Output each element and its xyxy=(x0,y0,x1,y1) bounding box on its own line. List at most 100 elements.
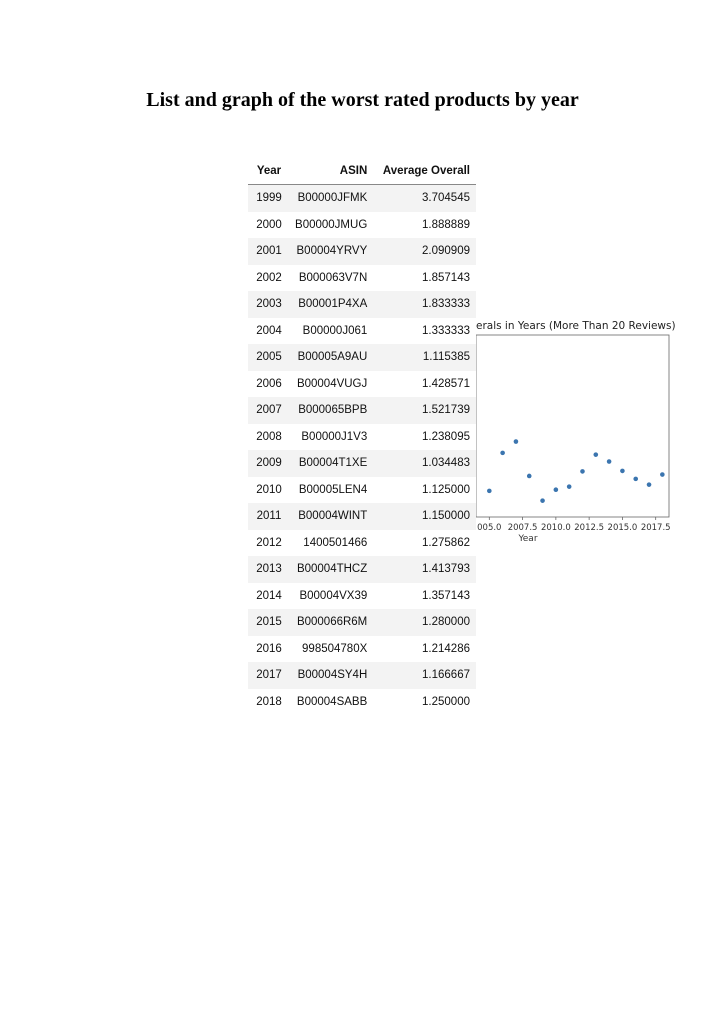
scatter-point xyxy=(620,468,625,474)
table-row: 2016 998504780X 1.214286 xyxy=(248,635,476,662)
cell-average-overall: 1.280000 xyxy=(373,609,476,636)
cell-asin: B000063V7N xyxy=(286,264,374,291)
x-tick-label: 2010.0 xyxy=(541,523,571,533)
cell-year: 1999 xyxy=(248,184,286,212)
cell-average-overall: 1.413793 xyxy=(373,556,476,583)
scatter-point xyxy=(553,487,559,492)
cell-year: 2011 xyxy=(248,503,286,530)
cell-asin: B00004WINT xyxy=(286,503,374,530)
cell-average-overall: 1.357143 xyxy=(373,582,476,609)
chart-title: erals in Years (More Than 20 Reviews) xyxy=(476,320,675,332)
page-title: List and graph of the worst rated produc… xyxy=(146,89,579,111)
x-tick-label: 005.0 xyxy=(477,523,501,533)
cell-average-overall: 1.521739 xyxy=(373,397,476,424)
cell-asin: B00004VX39 xyxy=(286,582,374,609)
cell-average-overall: 1.857143 xyxy=(373,264,476,291)
cell-average-overall: 1.125000 xyxy=(373,476,476,503)
cell-average-overall: 1.833333 xyxy=(373,291,476,318)
table-row: 2008 B00000J1V3 1.238095 xyxy=(248,423,476,450)
table-row: 2012 1400501466 1.275862 xyxy=(248,529,476,556)
table-row: 2014 B00004VX39 1.357143 xyxy=(248,582,476,609)
cell-average-overall: 1.238095 xyxy=(373,423,476,450)
cell-year: 2009 xyxy=(248,450,286,477)
cell-year: 2015 xyxy=(248,609,286,636)
cell-year: 2014 xyxy=(248,582,286,609)
cell-asin: B000065BPB xyxy=(286,397,374,424)
table-row: 2015 B000066R6M 1.280000 xyxy=(248,609,476,636)
table-row: 2001 B00004YRVY 2.090909 xyxy=(248,238,476,265)
cell-average-overall: 3.704545 xyxy=(373,184,476,212)
cell-year: 2012 xyxy=(248,529,286,556)
cell-average-overall: 1.888889 xyxy=(373,211,476,238)
cell-year: 2004 xyxy=(248,317,286,344)
x-tick-label: 2007.5 xyxy=(508,523,538,533)
cell-average-overall: 1.333333 xyxy=(373,317,476,344)
cell-average-overall: 1.166667 xyxy=(373,662,476,689)
cell-year: 2002 xyxy=(248,264,286,291)
cell-asin: B00004VUGJ xyxy=(286,370,374,397)
cell-asin: B00004T1XE xyxy=(286,450,374,477)
cell-year: 2003 xyxy=(248,291,286,318)
cell-average-overall: 1.214286 xyxy=(373,635,476,662)
scatter-chart: erals in Years (More Than 20 Reviews) 00… xyxy=(475,320,675,544)
table-row: 2000 B00000JMUG 1.888889 xyxy=(248,211,476,238)
cell-asin: 1400501466 xyxy=(286,529,374,556)
cell-year: 2000 xyxy=(248,211,286,238)
x-tick-label: 2012.5 xyxy=(574,523,604,533)
table-header-row: Year ASIN Average Overall xyxy=(248,158,476,185)
scatter-points xyxy=(487,439,665,503)
scatter-point xyxy=(580,469,585,474)
cell-asin: 998504780X xyxy=(286,635,374,662)
table-row: 2002 B000063V7N 1.857143 xyxy=(248,264,476,291)
cell-asin: B00000JMUG xyxy=(286,211,374,238)
cell-asin: B00004THCZ xyxy=(286,556,374,583)
cell-asin: B00005A9AU xyxy=(286,344,374,371)
plot-area xyxy=(475,334,670,518)
cell-asin: B00000JFMK xyxy=(286,184,374,212)
cell-asin: B00000J1V3 xyxy=(286,423,374,450)
cell-year: 2001 xyxy=(248,238,286,265)
column-header-asin: ASIN xyxy=(286,158,374,185)
scatter-point xyxy=(593,452,599,457)
table-row: 2018 B00004SABB 1.250000 xyxy=(248,688,476,715)
cell-year: 2007 xyxy=(248,397,286,424)
column-header-average-overall: Average Overall xyxy=(373,158,476,185)
table-row: 2006 B00004VUGJ 1.428571 xyxy=(248,370,476,397)
table-row: 2003 B00001P4XA 1.833333 xyxy=(248,291,476,318)
scatter-point xyxy=(513,439,519,444)
scatter-point xyxy=(540,498,545,503)
table-row: 2010 B00005LEN4 1.125000 xyxy=(248,476,476,503)
x-tick-label: 2015.0 xyxy=(608,523,638,533)
cell-asin: B00005LEN4 xyxy=(286,476,374,503)
cell-asin: B00004YRVY xyxy=(286,238,374,265)
x-axis-label: Year xyxy=(517,534,537,544)
cell-year: 2018 xyxy=(248,688,286,715)
cell-year: 2006 xyxy=(248,370,286,397)
cell-year: 2017 xyxy=(248,662,286,689)
cell-asin: B000066R6M xyxy=(286,609,374,636)
scatter-point xyxy=(487,488,492,494)
cell-year: 2005 xyxy=(248,344,286,371)
x-tick-group: 005.0 2007.5 2010.0 2012.5 2015.0 2017.5 xyxy=(477,517,671,533)
table-row: 2004 B00000J061 1.333333 xyxy=(248,317,476,344)
cell-asin: B00004SY4H xyxy=(286,662,374,689)
cell-year: 2008 xyxy=(248,423,286,450)
cell-average-overall: 1.115385 xyxy=(373,344,476,371)
table-row: 2005 B00005A9AU 1.115385 xyxy=(248,344,476,371)
table-row: 1999 B00000JFMK 3.704545 xyxy=(248,184,476,212)
scatter-point xyxy=(633,476,639,482)
scatter-point xyxy=(566,484,572,489)
table-row: 2013 B00004THCZ 1.413793 xyxy=(248,556,476,583)
table-row: 2009 B00004T1XE 1.034483 xyxy=(248,450,476,477)
cell-average-overall: 1.250000 xyxy=(373,688,476,715)
cell-average-overall: 1.275862 xyxy=(373,529,476,556)
cell-year: 2013 xyxy=(248,556,286,583)
scatter-point xyxy=(660,472,665,477)
cell-average-overall: 1.034483 xyxy=(373,450,476,477)
worst-rated-table: Year ASIN Average Overall 1999 B00000JFMK… xyxy=(248,158,476,715)
cell-average-overall: 1.150000 xyxy=(373,503,476,530)
scatter-point xyxy=(526,473,532,479)
table-row: 2007 B000065BPB 1.521739 xyxy=(248,397,476,424)
cell-average-overall: 2.090909 xyxy=(373,238,476,265)
x-tick-label: 2017.5 xyxy=(641,523,671,533)
